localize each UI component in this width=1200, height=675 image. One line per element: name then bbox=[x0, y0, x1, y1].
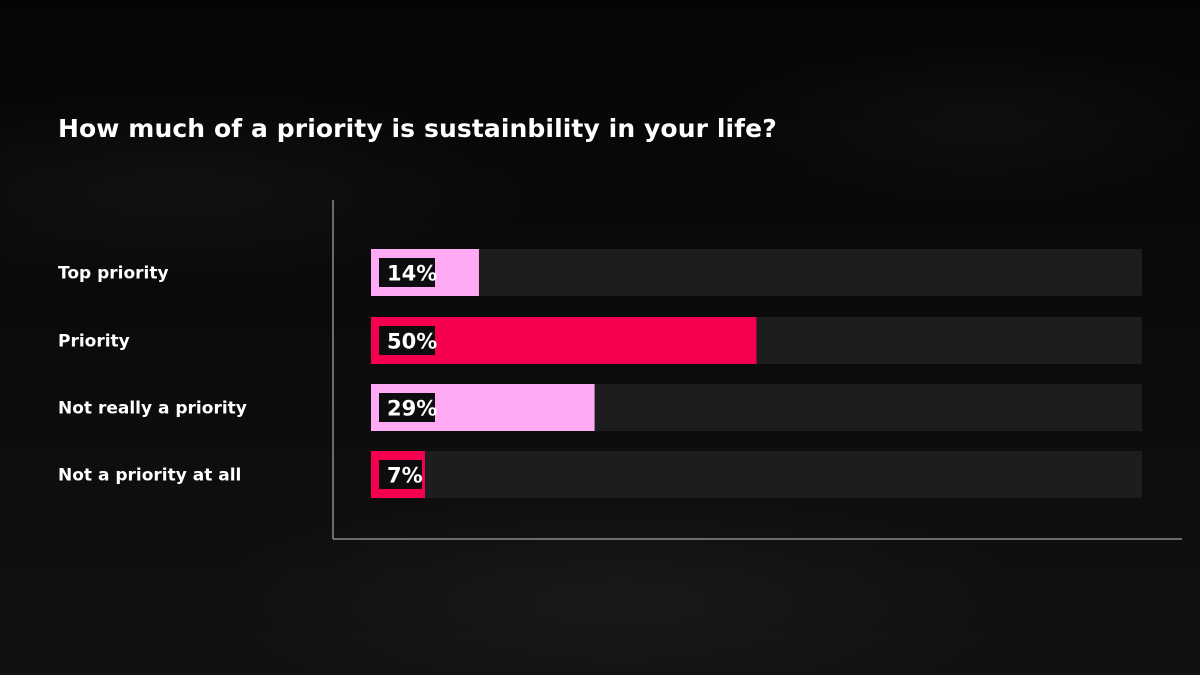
chart-title: How much of a priority is sustainbility … bbox=[58, 114, 777, 143]
category-label: Priority bbox=[58, 332, 130, 352]
category-label: Not a priority at all bbox=[58, 466, 241, 486]
bar-row: 50% Priority bbox=[58, 317, 1142, 364]
data-label-box bbox=[379, 326, 435, 355]
data-label: 14% bbox=[387, 262, 437, 286]
axes-layer bbox=[332, 200, 1182, 540]
bars-layer: 14% Top priority 50% Priority 29% Not really … bbox=[58, 249, 1142, 498]
bar-track bbox=[371, 451, 1142, 498]
bar bbox=[371, 317, 757, 364]
data-label-box bbox=[379, 393, 435, 422]
category-label: Top priority bbox=[58, 264, 169, 284]
bar-track bbox=[371, 249, 1142, 296]
category-label: Not really a priority bbox=[58, 399, 247, 419]
bar-row: 14% Top priority bbox=[58, 249, 1142, 296]
data-label-box bbox=[379, 258, 435, 287]
bar-row: 29% Not really a priority bbox=[58, 384, 1142, 431]
data-label: 29% bbox=[387, 397, 437, 421]
data-label: 7% bbox=[387, 464, 423, 488]
data-label: 50% bbox=[387, 330, 437, 354]
data-label-box bbox=[379, 460, 422, 489]
bar-row: 7% Not a priority at all bbox=[58, 451, 1142, 498]
